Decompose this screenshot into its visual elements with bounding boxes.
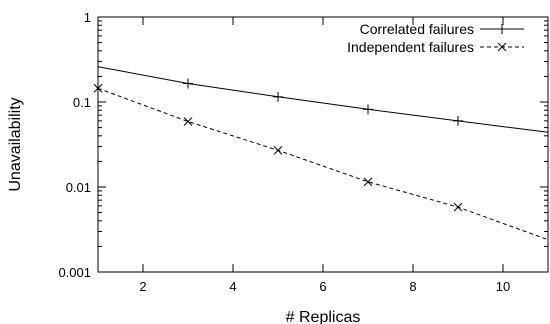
x-tick-label: 10 bbox=[496, 279, 510, 294]
x-tick-label: 6 bbox=[319, 279, 326, 294]
data-point-marker bbox=[453, 115, 463, 126]
data-point-marker bbox=[93, 83, 103, 93]
y-tick-label: 0.01 bbox=[66, 180, 91, 195]
data-point-marker bbox=[363, 177, 373, 187]
legend-marker bbox=[497, 42, 507, 52]
y-axis: 0.001 0.01 0.1 1 bbox=[58, 10, 548, 280]
data-point-marker bbox=[183, 117, 193, 126]
x-tick-label: 2 bbox=[139, 279, 146, 294]
x-axis-title: # Replicas bbox=[286, 309, 361, 324]
legend: Correlated failures Independent failures bbox=[347, 21, 524, 55]
legend-label: Correlated failures bbox=[360, 21, 474, 37]
y-axis-title: Unavailability bbox=[7, 97, 24, 191]
y-tick-label: 0.1 bbox=[73, 95, 91, 110]
series-layer bbox=[93, 66, 549, 241]
series-line-correlated bbox=[97, 66, 549, 133]
plot-border bbox=[97, 16, 549, 273]
data-point-marker bbox=[183, 78, 193, 89]
data-point-marker bbox=[453, 202, 463, 212]
legend-marker bbox=[497, 24, 507, 34]
x-tick-label: 8 bbox=[409, 279, 416, 294]
x-axis: 2 4 6 8 10 bbox=[139, 17, 510, 294]
data-point-marker bbox=[273, 145, 283, 155]
series-line-independent bbox=[97, 87, 549, 241]
data-point-marker bbox=[273, 91, 283, 102]
legend-label: Independent failures bbox=[347, 39, 474, 55]
plot-frame bbox=[97, 16, 549, 273]
y-tick-label: 1 bbox=[84, 10, 91, 25]
y-tick-label: 0.001 bbox=[58, 265, 91, 280]
data-point-marker bbox=[363, 104, 373, 115]
x-tick-label: 4 bbox=[229, 279, 236, 294]
